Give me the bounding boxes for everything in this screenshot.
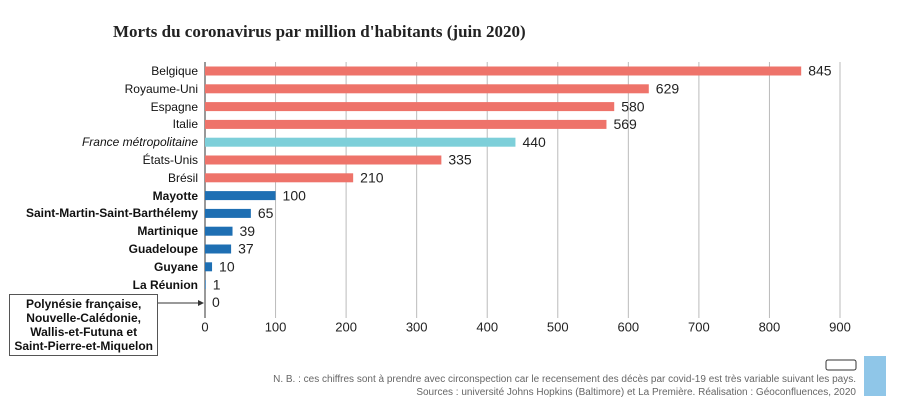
value-label: 0 <box>212 294 220 310</box>
y-tick-label: La Réunion <box>132 277 198 292</box>
bar <box>205 155 442 165</box>
y-tick-label: France métropolitaine <box>81 135 198 150</box>
y-tick-label: Belgique <box>151 64 198 78</box>
bar <box>205 244 232 254</box>
bar <box>205 66 802 76</box>
x-tick-label: 700 <box>688 319 710 334</box>
bar <box>205 208 251 218</box>
y-tick-label: Martinique <box>137 224 198 239</box>
bar <box>205 137 516 147</box>
y-tick-label: Guadeloupe <box>128 242 198 256</box>
logo <box>864 356 886 396</box>
bar <box>205 102 615 112</box>
note: Sources : université Johns Hopkins (Balt… <box>416 387 856 398</box>
value-label: 335 <box>448 152 472 168</box>
chart-title: Morts du coronavirus par million d'habit… <box>113 22 526 41</box>
bar <box>205 191 276 201</box>
value-label: 580 <box>621 98 645 114</box>
x-tick-label: 100 <box>265 319 287 334</box>
value-label: 37 <box>238 241 254 257</box>
y-tick-label: Saint-Martin-Saint-Barthélemy <box>25 206 198 221</box>
y-tick-label: Guyane <box>153 259 198 274</box>
y-tick-label: Italie <box>172 117 198 132</box>
x-tick-label: 300 <box>406 319 428 334</box>
bar <box>205 84 649 94</box>
bar <box>205 119 607 129</box>
value-label: 845 <box>808 63 832 79</box>
x-tick-label: 600 <box>617 319 639 334</box>
value-label: 10 <box>219 259 235 275</box>
bar <box>205 280 206 290</box>
x-tick-label: 900 <box>829 319 851 334</box>
value-label: 569 <box>613 116 637 132</box>
annotation-arrow <box>198 300 204 306</box>
note: N. B. : ces chiffres sont à prendre avec… <box>273 374 856 385</box>
value-label: 210 <box>360 170 384 186</box>
x-tick-label: 0 <box>201 319 208 334</box>
value-label: 39 <box>240 223 256 239</box>
x-tick-label: 800 <box>759 319 781 334</box>
x-tick-label: 400 <box>476 319 498 334</box>
value-label: 629 <box>656 81 680 97</box>
y-tick-label: Polynésie française, Nouvelle-Calédonie,… <box>9 294 158 357</box>
y-tick-label: États-Unis <box>142 153 198 167</box>
x-tick-label: 500 <box>547 319 569 334</box>
value-label: 65 <box>258 205 274 221</box>
bar <box>205 226 233 236</box>
x-tick-label: 200 <box>335 319 357 334</box>
y-tick-label: Royaume-Uni <box>124 81 198 96</box>
license-icon <box>825 359 857 371</box>
bar <box>205 262 213 272</box>
y-tick-label: Brésil <box>167 170 198 185</box>
value-label: 1 <box>213 276 221 292</box>
value-label: 100 <box>283 187 307 203</box>
bar <box>205 173 354 183</box>
y-tick-label: Espagne <box>150 99 198 114</box>
y-tick-label: Mayotte <box>152 188 198 203</box>
value-label: 440 <box>522 134 546 150</box>
